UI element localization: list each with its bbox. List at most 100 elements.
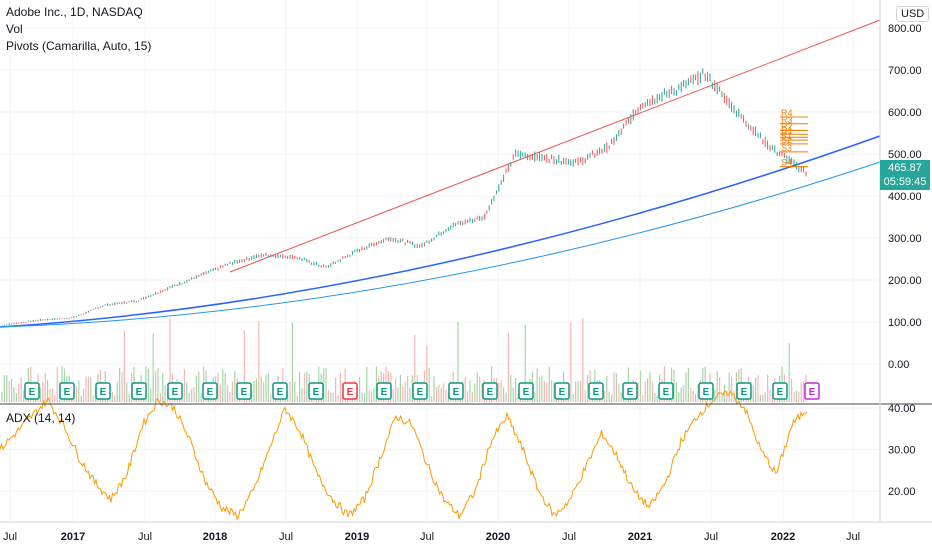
earnings-marker[interactable]: E — [167, 382, 183, 400]
adx-legend[interactable]: ADX (14, 14) — [6, 411, 76, 425]
x-tick-label: 2017 — [61, 531, 85, 543]
earnings-marker-box — [772, 382, 788, 400]
earnings-marker[interactable]: E — [95, 382, 111, 400]
earnings-marker-label: E — [593, 387, 600, 398]
earnings-marker-label: E — [241, 387, 248, 398]
earnings-marker-box — [736, 382, 752, 400]
earnings-marker-box — [95, 382, 111, 400]
earnings-marker-box — [554, 382, 570, 400]
y-tick-label: 200.00 — [888, 275, 922, 287]
earnings-marker-label: E — [663, 387, 670, 398]
pivot-label: R4 — [781, 108, 793, 118]
earnings-marker-label: E — [64, 387, 71, 398]
pivots-legend[interactable]: Pivots (Camarilla, Auto, 15) — [6, 39, 152, 53]
x-tick-label: 2019 — [345, 531, 369, 543]
earnings-marker-box — [376, 382, 392, 400]
earnings-marker[interactable]: E — [376, 382, 392, 400]
adx-series — [0, 390, 808, 521]
earnings-marker[interactable]: E — [24, 382, 40, 400]
lower-curve-light — [0, 161, 881, 328]
lower-curve-dark — [0, 135, 881, 328]
earnings-marker[interactable]: E — [59, 382, 75, 400]
earnings-marker[interactable]: E — [554, 382, 570, 400]
earnings-marker[interactable]: E — [202, 382, 218, 400]
earnings-marker-box — [698, 382, 714, 400]
earnings-marker-label: E — [207, 387, 214, 398]
earnings-marker[interactable]: E — [131, 382, 147, 400]
x-tick-label: Jul — [279, 531, 293, 543]
earnings-marker-label: E — [741, 387, 748, 398]
earnings-marker-label: E — [100, 387, 107, 398]
trendlines — [0, 19, 881, 328]
earnings-marker-box — [588, 382, 604, 400]
earnings-marker[interactable]: E — [482, 382, 498, 400]
earnings-marker[interactable]: E — [658, 382, 674, 400]
earnings-marker-box — [518, 382, 534, 400]
earnings-marker-label: E — [417, 387, 424, 398]
earnings-marker-box — [59, 382, 75, 400]
earnings-marker[interactable]: E — [518, 382, 534, 400]
x-tick-label: 2020 — [486, 531, 510, 543]
earnings-marker-label: E — [487, 387, 494, 398]
pivot-label: S3 — [781, 143, 792, 153]
earnings-marker[interactable]: E — [736, 382, 752, 400]
earnings-marker-label: E — [453, 387, 460, 398]
y-tick-label: 0.00 — [888, 359, 909, 371]
y-tick-label: 500.00 — [888, 149, 922, 161]
earnings-marker[interactable]: E — [342, 382, 358, 400]
x-tick-label: Jul — [846, 531, 860, 543]
earnings-marker-label: E — [29, 387, 36, 398]
y-tick-label: 100.00 — [888, 317, 922, 329]
earnings-marker-box — [308, 382, 324, 400]
earnings-marker-box — [272, 382, 288, 400]
x-tick-label: 2018 — [203, 531, 227, 543]
earnings-marker-label: E — [313, 387, 320, 398]
earnings-marker[interactable]: E — [698, 382, 714, 400]
earnings-marker[interactable]: E — [804, 382, 820, 400]
volume-bars — [1, 317, 807, 402]
earnings-marker[interactable]: E — [236, 382, 252, 400]
y-tick-label: 300.00 — [888, 233, 922, 245]
pivot-label: P — [781, 128, 787, 138]
y-tick-label: 800.00 — [888, 23, 922, 35]
earnings-marker-label: E — [777, 387, 784, 398]
pivot-label: R2 — [781, 121, 793, 131]
y-tick-label: 600.00 — [888, 107, 922, 119]
earnings-marker[interactable]: E — [308, 382, 324, 400]
earnings-marker-box — [622, 382, 638, 400]
earnings-marker-label: E — [172, 387, 179, 398]
earnings-marker[interactable]: E — [622, 382, 638, 400]
earnings-marker-label: E — [277, 387, 284, 398]
earnings-marker[interactable]: E — [588, 382, 604, 400]
earnings-marker-label: E — [627, 387, 634, 398]
adx-tick-label: 40.00 — [888, 403, 916, 415]
earnings-marker-box — [342, 382, 358, 400]
earnings-marker-box — [24, 382, 40, 400]
x-tick-label: Jul — [420, 531, 434, 543]
earnings-marker[interactable]: E — [272, 382, 288, 400]
grid — [0, 0, 880, 522]
pivot-label: R3 — [781, 115, 793, 125]
earnings-marker-label: E — [559, 387, 566, 398]
symbol-title[interactable]: Adobe Inc., 1D, NASDAQ — [6, 5, 143, 19]
earnings-marker[interactable]: E — [448, 382, 464, 400]
earnings-marker[interactable]: E — [772, 382, 788, 400]
adx-tick-label: 30.00 — [888, 445, 916, 457]
earnings-marker-label: E — [703, 387, 710, 398]
earnings-marker-label: E — [381, 387, 388, 398]
x-tick-label: Jul — [138, 531, 152, 543]
x-tick-label: Jul — [704, 531, 718, 543]
earnings-marker-box — [658, 382, 674, 400]
vol-legend[interactable]: Vol — [6, 22, 23, 36]
earnings-marker[interactable]: E — [412, 382, 428, 400]
earnings-marker-box — [167, 382, 183, 400]
adx-line — [0, 390, 808, 521]
earnings-marker-box — [804, 382, 820, 400]
currency-button[interactable]: USD — [896, 6, 930, 22]
x-tick-label: 2021 — [628, 531, 652, 543]
pivot-label: S4 — [781, 158, 792, 168]
